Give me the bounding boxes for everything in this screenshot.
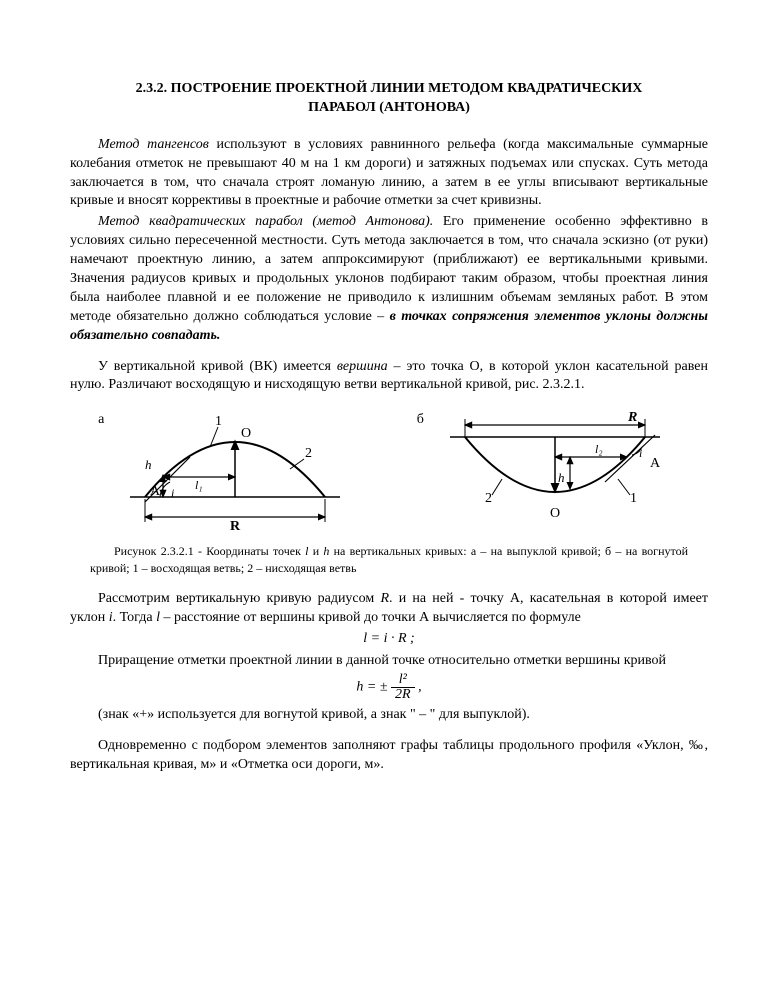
p2-rest-a: Его применение особенно эффективно в усл… xyxy=(70,214,708,323)
p7-text: Одновременно с подбором элементов заполн… xyxy=(70,738,708,772)
formula-l: l = i · R ; xyxy=(70,630,708,649)
p6-text: (знак «+» используется для вогнутой крив… xyxy=(98,707,530,722)
p4-c: . Тогда xyxy=(113,610,156,625)
concave-curve-diagram: R О А i l₂ h 2 1 xyxy=(430,407,680,537)
panel-b-label: б xyxy=(417,407,424,430)
section-title: 2.3.2. ПОСТРОЕНИЕ ПРОЕКТНОЙ ЛИНИИ МЕТОДО… xyxy=(70,80,708,118)
label-l1: l₁ xyxy=(195,478,203,492)
label-i-a: i xyxy=(171,486,174,500)
formula-h: h = ± l² 2R , xyxy=(70,673,708,702)
label-A-a: А xyxy=(150,484,161,499)
f2-den: 2R xyxy=(391,688,415,702)
paragraph-3: У вертикальной кривой (ВК) имеется верши… xyxy=(70,358,708,396)
label-O: О xyxy=(241,426,251,441)
figure-panel-a: а О А i h xyxy=(98,407,360,537)
paragraph-2: Метод квадратических парабол (метод Анто… xyxy=(70,213,708,345)
panel-a-label: а xyxy=(98,407,104,430)
paragraph-5: Приращение отметки проектной линии в дан… xyxy=(70,652,708,671)
label-R-a: R xyxy=(230,519,241,534)
f2-num: l² xyxy=(391,673,415,688)
label-h-b: h xyxy=(558,470,565,485)
paragraph-4: Рассмотрим вертикальную кривую радиусом … xyxy=(70,590,708,628)
label-R-b: R xyxy=(627,410,637,425)
f2-tail: , xyxy=(415,680,422,695)
paragraph-1: Метод тангенсов используют в условиях ра… xyxy=(70,136,708,212)
label-1-b: 1 xyxy=(630,491,637,506)
label-h-a: h xyxy=(145,457,152,472)
p3-vertex: вершина xyxy=(337,359,388,374)
paragraph-7: Одновременно с подбором элементов заполн… xyxy=(70,737,708,775)
fraction: l² 2R xyxy=(391,673,415,702)
p4-R: R xyxy=(380,591,389,606)
cap-b: и xyxy=(309,544,324,558)
figure-panel-b: б R О А xyxy=(417,407,680,537)
p3-a: У вертикальной кривой (ВК) имеется xyxy=(98,359,337,374)
cap-a: Рисунок 2.3.2.1 - Координаты точек xyxy=(114,544,305,558)
method-antonov-lead: Метод квадратических парабол (метод Анто… xyxy=(98,214,433,229)
label-i-b: i xyxy=(639,446,642,460)
label-A-b: А xyxy=(650,456,661,471)
figure-caption: Рисунок 2.3.2.1 - Координаты точек l и h… xyxy=(90,543,688,575)
title-line-2: ПАРАБОЛ (АНТОНОВА) xyxy=(308,100,470,115)
f2-lhs: h = ± xyxy=(356,680,387,695)
label-2-a: 2 xyxy=(305,446,312,461)
figure-2-3-2-1: а О А i h xyxy=(70,407,708,537)
p4-a: Рассмотрим вертикальную кривую радиусом xyxy=(98,591,380,606)
p4-d: – расстояние от вершины кривой до точки … xyxy=(160,610,581,625)
method-tangents-lead: Метод тангенсов xyxy=(98,137,209,152)
title-line-1: 2.3.2. ПОСТРОЕНИЕ ПРОЕКТНОЙ ЛИНИИ МЕТОДО… xyxy=(136,81,643,96)
p5-text: Приращение отметки проектной линии в дан… xyxy=(98,653,666,668)
formula1-text: l = i · R ; xyxy=(363,631,414,646)
label-1-a: 1 xyxy=(215,414,222,429)
label-l2: l₂ xyxy=(595,442,603,456)
convex-curve-diagram: О А i h l₁ 1 2 R xyxy=(110,407,360,537)
label-2-b: 2 xyxy=(485,491,492,506)
label-O-b: О xyxy=(550,506,560,521)
paragraph-6: (знак «+» используется для вогнутой крив… xyxy=(70,706,708,725)
